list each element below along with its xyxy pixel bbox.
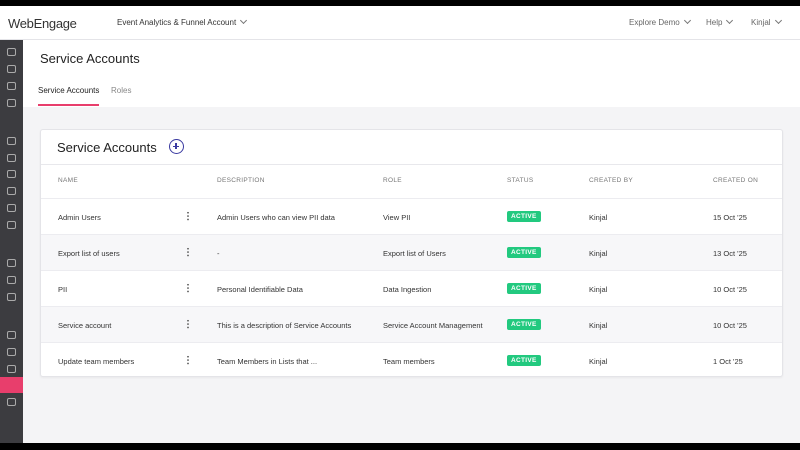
nav-icon[interactable] [7, 204, 16, 212]
table-cell: Team members [383, 357, 435, 366]
table-row[interactable]: Export list of users - Export list of User… [41, 234, 782, 270]
table-cell: 1 Oct '25 [713, 357, 743, 366]
nav-icon[interactable] [7, 48, 16, 56]
column-header: CREATED ON [713, 177, 759, 184]
nav-icon[interactable] [7, 276, 16, 284]
table-cell: Data Ingestion [383, 285, 432, 294]
top-bar: WebEngage Event Analytics & Funnel Accou… [0, 6, 800, 40]
table-cell: Personal Identifiable Data [217, 285, 303, 294]
status-badge: ACTIVE [507, 319, 541, 330]
table-row[interactable]: Service account This is a description of … [41, 306, 782, 342]
app: WebEngage Event Analytics & Funnel Accou… [0, 6, 800, 443]
table-cell: Service account [58, 321, 112, 330]
table-cell: Kinjal [589, 249, 608, 258]
table-cell: Admin Users who can view PII data [217, 213, 335, 222]
nav-icon[interactable] [7, 348, 16, 356]
row-menu[interactable] [187, 355, 189, 365]
card: Service Accounts NAME DESCRIPTION ROLE STAT… [40, 129, 783, 377]
logo[interactable]: WebEngage [8, 16, 77, 31]
nav-icon[interactable] [7, 187, 16, 195]
status-badge: ACTIVE [507, 355, 541, 366]
table-cell: Kinjal [589, 213, 608, 222]
nav-icon[interactable] [7, 293, 16, 301]
status-badge: ACTIVE [507, 211, 541, 222]
tab[interactable]: Roles [111, 86, 132, 95]
card-title: Service Accounts [57, 140, 157, 155]
status-badge: ACTIVE [507, 283, 541, 294]
nav-icon[interactable] [7, 82, 16, 90]
nav-icon[interactable] [7, 221, 16, 229]
table-cell: 10 Oct '25 [713, 321, 747, 330]
row-menu[interactable] [187, 283, 189, 293]
column-header: ROLE [383, 177, 402, 184]
table-cell: View PII [383, 213, 411, 222]
divider [41, 164, 782, 165]
account-switcher[interactable]: Event Analytics & Funnel Account [117, 18, 246, 27]
nav-icon[interactable] [7, 365, 16, 373]
table-cell: - [217, 249, 220, 258]
nav-item[interactable]: Help [706, 18, 732, 27]
table-cell: 10 Oct '25 [713, 285, 747, 294]
column-header: CREATED BY [589, 177, 634, 184]
table-row[interactable]: Admin Users Admin Users who can view PII … [41, 198, 782, 234]
nav-icon[interactable] [7, 65, 16, 73]
row-menu[interactable] [187, 247, 189, 257]
nav-icon[interactable] [7, 259, 16, 267]
nav-icon[interactable] [7, 331, 16, 339]
nav-icon[interactable] [7, 137, 16, 145]
table-row[interactable]: Update team members Team Members in Lists… [41, 342, 782, 378]
column-header: NAME [58, 177, 78, 184]
table-cell: Kinjal [589, 285, 608, 294]
tab-underline [38, 104, 99, 106]
nav-icon[interactable] [7, 398, 16, 406]
add-button[interactable] [169, 139, 184, 154]
table-cell: PII [58, 285, 68, 294]
column-header: STATUS [507, 177, 534, 184]
sidebar [0, 40, 23, 443]
table-cell: Export list of users [58, 249, 120, 258]
active-nav[interactable] [0, 377, 23, 393]
row-menu[interactable] [187, 211, 189, 221]
nav-item[interactable]: Explore Demo [629, 18, 690, 27]
column-header: DESCRIPTION [217, 177, 265, 184]
row-menu[interactable] [187, 319, 189, 329]
table-cell: This is a description of Service Account… [217, 321, 352, 330]
table-row[interactable]: PII Personal Identifiable Data Data Ingest… [41, 270, 782, 306]
table-cell: Team Members in Lists that ... [217, 357, 318, 366]
page-title: Service Accounts [40, 51, 140, 66]
table-cell: Export list of Users [383, 249, 446, 258]
page-header [23, 40, 800, 107]
table-cell: Update team members [58, 357, 135, 366]
table-cell: 15 Oct '25 [713, 213, 747, 222]
nav-icon[interactable] [7, 99, 16, 107]
table-cell: Service Account Management [383, 321, 483, 330]
status-badge: ACTIVE [507, 247, 541, 258]
table-cell: Admin Users [58, 213, 101, 222]
nav-item[interactable]: Kinjal [751, 18, 781, 27]
nav-icon[interactable] [7, 154, 16, 162]
nav-icon[interactable] [7, 170, 16, 178]
table-cell: Kinjal [589, 321, 608, 330]
table-cell: Kinjal [589, 357, 608, 366]
tab-active[interactable]: Service Accounts [38, 86, 100, 95]
table-cell: 13 Oct '25 [713, 249, 747, 258]
